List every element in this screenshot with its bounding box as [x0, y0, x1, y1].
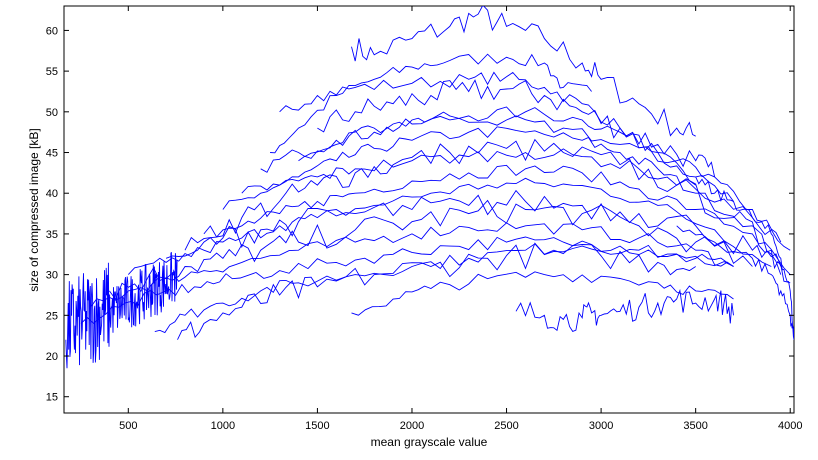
- series-line: [222, 126, 782, 267]
- x-tick-label: 500: [119, 420, 137, 432]
- y-tick-label: 15: [46, 392, 58, 404]
- y-tick-label: 40: [46, 188, 58, 200]
- series-line: [515, 288, 734, 332]
- y-axis-ticks: 15 20 25 30 35 40 45 50 55 60: [46, 25, 794, 404]
- x-tick-label: 1500: [305, 420, 329, 432]
- series-line: [184, 189, 782, 275]
- series-line: [165, 164, 791, 275]
- series-line: [695, 176, 794, 340]
- series-lines: [65, 6, 794, 369]
- x-tick-label: 4000: [778, 420, 802, 432]
- series-line: [154, 243, 734, 334]
- series-line: [203, 138, 791, 284]
- series-line: [298, 111, 782, 243]
- x-tick-label: 2500: [494, 420, 518, 432]
- y-tick-label: 60: [46, 25, 58, 37]
- y-tick-label: 35: [46, 229, 58, 241]
- y-tick-label: 45: [46, 148, 58, 160]
- series-line: [241, 148, 791, 251]
- x-axis-ticks: 500 1000 1500 2000 2500 3000 3500 4000: [119, 6, 802, 432]
- x-tick-label: 3000: [589, 420, 613, 432]
- y-tick-label: 55: [46, 66, 58, 78]
- series-line: [351, 6, 696, 137]
- series-line: [177, 242, 696, 340]
- plot-frame: [63, 5, 795, 414]
- y-tick-label: 30: [46, 270, 58, 282]
- y-axis-label: size of compressed image [kB]: [27, 128, 41, 291]
- series-line: [270, 53, 592, 154]
- x-tick-label: 1000: [211, 420, 235, 432]
- x-tick-label: 3500: [683, 420, 707, 432]
- y-tick-label: 50: [46, 107, 58, 119]
- series-line: [260, 106, 734, 202]
- series-line: [317, 79, 716, 177]
- series-line: [127, 177, 772, 275]
- series-line: [65, 251, 178, 369]
- series-line: [279, 71, 696, 186]
- x-tick-label: 2000: [400, 420, 424, 432]
- y-tick-label: 25: [46, 310, 58, 322]
- y-tick-label: 20: [46, 351, 58, 363]
- series-line: [351, 271, 734, 316]
- x-axis-label: mean grayscale value: [371, 435, 488, 449]
